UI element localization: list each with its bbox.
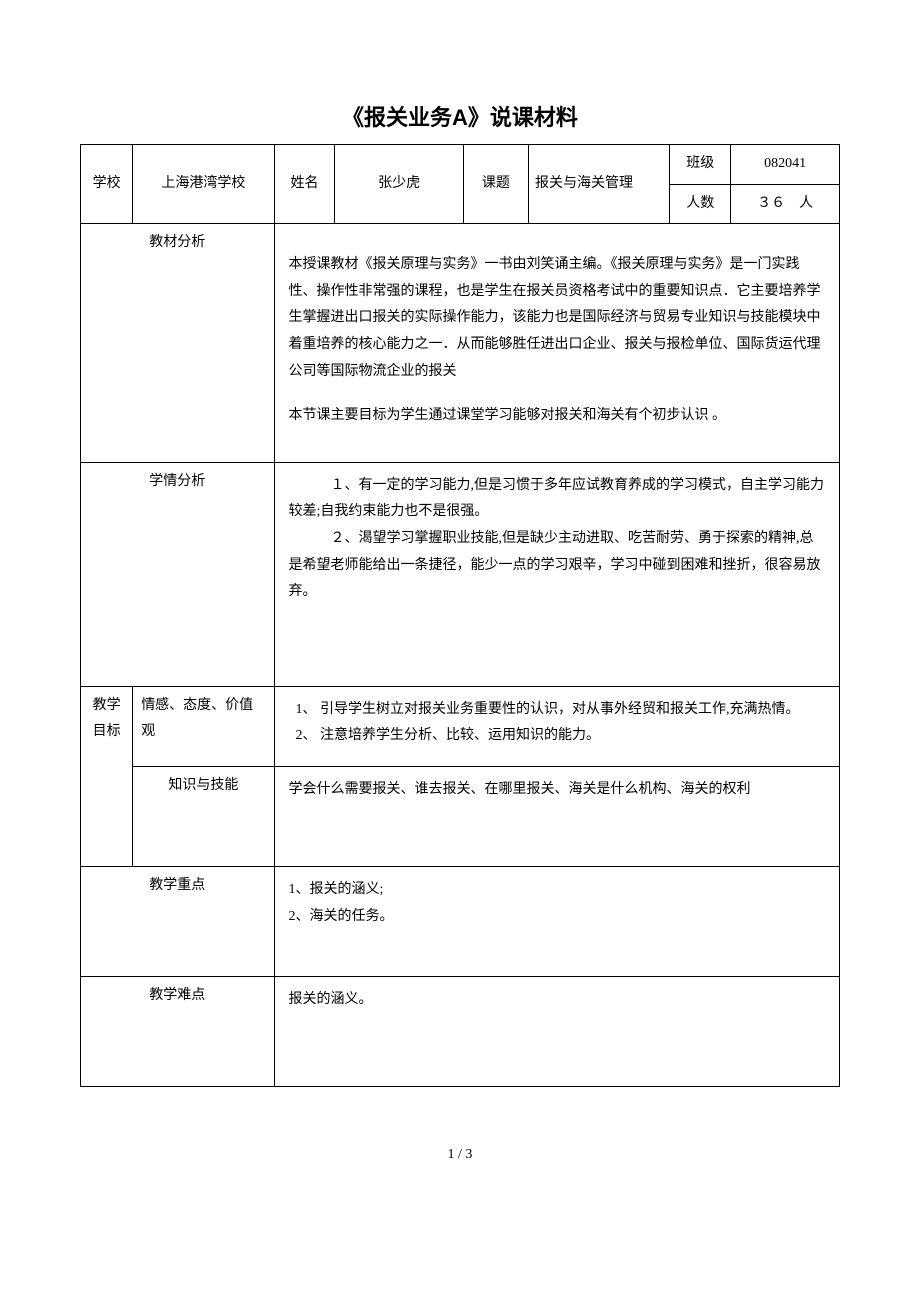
textbook-para1: 本授课教材《报关原理与实务》一书由刘笑诵主编。《报关原理与实务》是一门实践性、操… xyxy=(289,252,825,385)
table-row: 学校 上海港湾学校 姓名 张少虎 课题 报关与海关管理 班级 082041 xyxy=(81,145,840,185)
goal-emotion-label: 情感、态度、价值观 xyxy=(133,686,274,766)
table-row: 教学重点 1、报关的涵义; 2、海关的任务。 xyxy=(81,866,840,976)
goal-emotion-item-2: 2、 注意培养学生分析、比较、运用知识的能力。 xyxy=(289,723,825,750)
keypoint-item-1: 1、报关的涵义; xyxy=(289,877,825,904)
difficulty-content: 报关的涵义。 xyxy=(274,976,839,1086)
page-title: 《报关业务A》说课材料 xyxy=(80,100,840,132)
goal-knowledge-content: 学会什么需要报关、谁去报关、在哪里报关、海关是什么机构、海关的权利 xyxy=(274,766,839,866)
table-row: 学情分析 １、有一定的学习能力,但是习惯于多年应试教育养成的学习模式，自主学习能… xyxy=(81,462,840,686)
keypoint-label: 教学重点 xyxy=(81,866,275,976)
school-label: 学校 xyxy=(81,145,133,224)
student-item-2: ２、渴望学习掌握职业技能,但是缺少主动进取、吃苦耐劳、勇于探索的精神,总是希望老… xyxy=(289,526,825,606)
textbook-para2: 本节课主要目标为学生通过课堂学习能够对报关和海关有个初步认识 。 xyxy=(289,403,825,430)
difficulty-label: 教学难点 xyxy=(81,976,275,1086)
table-row: 知识与技能 学会什么需要报关、谁去报关、在哪里报关、海关是什么机构、海关的权利 xyxy=(81,766,840,866)
name-value: 张少虎 xyxy=(335,145,463,224)
table-row: 教学目标 情感、态度、价值观 1、 引导学生树立对报关业务重要性的认识，对从事外… xyxy=(81,686,840,766)
teaching-goal-label: 教学目标 xyxy=(81,686,133,866)
class-value: 082041 xyxy=(731,145,840,185)
page-footer: 1 / 3 xyxy=(80,1147,840,1163)
goal-emotion-content: 1、 引导学生树立对报关业务重要性的认识，对从事外经贸和报关工作,充满热情。 2… xyxy=(274,686,839,766)
student-item-1: １、有一定的学习能力,但是习惯于多年应试教育养成的学习模式，自主学习能力较差;自… xyxy=(289,473,825,526)
keypoint-item-2: 2、海关的任务。 xyxy=(289,904,825,931)
topic-value: 报关与海关管理 xyxy=(528,145,669,224)
textbook-analysis-content: 本授课教材《报关原理与实务》一书由刘笑诵主编。《报关原理与实务》是一门实践性、操… xyxy=(274,224,839,463)
student-analysis-content: １、有一定的学习能力,但是习惯于多年应试教育养成的学习模式，自主学习能力较差;自… xyxy=(274,462,839,686)
topic-label: 课题 xyxy=(463,145,528,224)
lesson-plan-table: 学校 上海港湾学校 姓名 张少虎 课题 报关与海关管理 班级 082041 人数… xyxy=(80,144,840,1087)
keypoint-content: 1、报关的涵义; 2、海关的任务。 xyxy=(274,866,839,976)
textbook-analysis-label: 教材分析 xyxy=(81,224,275,463)
count-label: 人数 xyxy=(670,184,731,224)
goal-emotion-item-1: 1、 引导学生树立对报关业务重要性的认识，对从事外经贸和报关工作,充满热情。 xyxy=(289,697,825,724)
school-value: 上海港湾学校 xyxy=(133,145,274,224)
class-label: 班级 xyxy=(670,145,731,185)
table-row: 教材分析 本授课教材《报关原理与实务》一书由刘笑诵主编。《报关原理与实务》是一门… xyxy=(81,224,840,463)
table-row: 教学难点 报关的涵义。 xyxy=(81,976,840,1086)
student-analysis-label: 学情分析 xyxy=(81,462,275,686)
count-value: ３６ 人 xyxy=(731,184,840,224)
goal-knowledge-label: 知识与技能 xyxy=(133,766,274,866)
name-label: 姓名 xyxy=(274,145,335,224)
difficulty-text: 报关的涵义。 xyxy=(289,987,825,1014)
goal-knowledge-text: 学会什么需要报关、谁去报关、在哪里报关、海关是什么机构、海关的权利 xyxy=(289,777,825,804)
